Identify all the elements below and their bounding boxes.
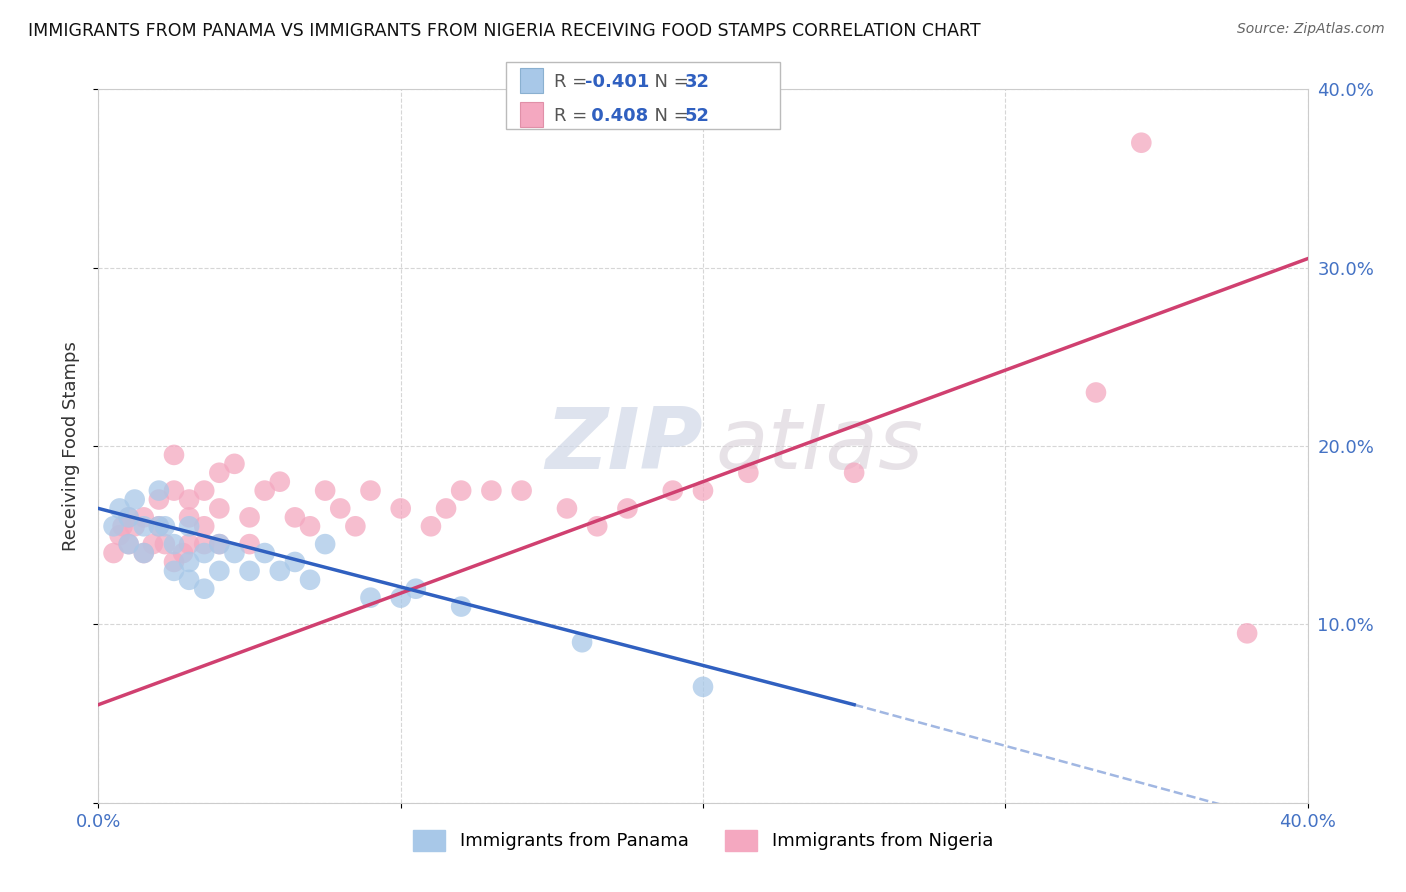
- Text: IMMIGRANTS FROM PANAMA VS IMMIGRANTS FROM NIGERIA RECEIVING FOOD STAMPS CORRELAT: IMMIGRANTS FROM PANAMA VS IMMIGRANTS FRO…: [28, 22, 981, 40]
- Point: [571, 635, 593, 649]
- Point: [108, 501, 131, 516]
- Point: [118, 510, 141, 524]
- Point: [132, 546, 155, 560]
- Point: [118, 537, 141, 551]
- Point: [132, 546, 155, 560]
- Point: [692, 483, 714, 498]
- Point: [208, 537, 231, 551]
- Point: [481, 483, 503, 498]
- Text: N =: N =: [643, 73, 695, 91]
- Point: [163, 555, 186, 569]
- Point: [253, 483, 276, 498]
- Point: [118, 510, 141, 524]
- Point: [208, 501, 231, 516]
- Point: [124, 519, 146, 533]
- Point: [450, 599, 472, 614]
- Point: [103, 546, 125, 560]
- Point: [193, 582, 215, 596]
- Point: [1130, 136, 1153, 150]
- Point: [299, 519, 322, 533]
- Point: [153, 537, 176, 551]
- Point: [269, 475, 291, 489]
- Text: -0.401: -0.401: [585, 73, 650, 91]
- Point: [344, 519, 367, 533]
- Point: [269, 564, 291, 578]
- Point: [148, 519, 170, 533]
- Point: [124, 492, 146, 507]
- Point: [692, 680, 714, 694]
- Point: [208, 537, 231, 551]
- Point: [389, 501, 412, 516]
- Text: 0.408: 0.408: [585, 107, 648, 125]
- Point: [239, 564, 262, 578]
- Point: [329, 501, 352, 516]
- Point: [284, 510, 307, 524]
- Point: [163, 483, 186, 498]
- Point: [179, 519, 201, 533]
- Point: [224, 457, 246, 471]
- Point: [224, 546, 246, 560]
- Point: [193, 483, 215, 498]
- Point: [179, 537, 201, 551]
- Point: [179, 510, 201, 524]
- Point: [163, 564, 186, 578]
- Y-axis label: Receiving Food Stamps: Receiving Food Stamps: [62, 341, 80, 551]
- Point: [132, 519, 155, 533]
- Point: [616, 501, 638, 516]
- Point: [434, 501, 457, 516]
- Point: [111, 519, 134, 533]
- Point: [314, 483, 336, 498]
- Point: [103, 519, 125, 533]
- Point: [193, 519, 215, 533]
- Point: [586, 519, 609, 533]
- Text: atlas: atlas: [716, 404, 924, 488]
- Point: [420, 519, 443, 533]
- Point: [208, 466, 231, 480]
- Point: [118, 537, 141, 551]
- Point: [148, 519, 170, 533]
- Point: [142, 537, 165, 551]
- Point: [163, 537, 186, 551]
- Point: [179, 573, 201, 587]
- Text: R =: R =: [554, 107, 593, 125]
- Point: [239, 510, 262, 524]
- Point: [844, 466, 866, 480]
- Point: [510, 483, 533, 498]
- Point: [1236, 626, 1258, 640]
- Point: [737, 466, 759, 480]
- Point: [193, 546, 215, 560]
- Text: R =: R =: [554, 73, 593, 91]
- Point: [148, 483, 170, 498]
- Text: Source: ZipAtlas.com: Source: ZipAtlas.com: [1237, 22, 1385, 37]
- Point: [314, 537, 336, 551]
- Point: [661, 483, 683, 498]
- Text: 52: 52: [685, 107, 710, 125]
- Text: ZIP: ZIP: [546, 404, 703, 488]
- Point: [284, 555, 307, 569]
- Point: [108, 528, 131, 542]
- Point: [389, 591, 412, 605]
- Point: [1085, 385, 1108, 400]
- Point: [132, 510, 155, 524]
- Point: [193, 537, 215, 551]
- Text: N =: N =: [643, 107, 695, 125]
- Legend: Immigrants from Panama, Immigrants from Nigeria: Immigrants from Panama, Immigrants from …: [406, 822, 1000, 858]
- Point: [179, 492, 201, 507]
- Point: [450, 483, 472, 498]
- Point: [555, 501, 578, 516]
- Text: 32: 32: [685, 73, 710, 91]
- Point: [239, 537, 262, 551]
- Point: [299, 573, 322, 587]
- Point: [153, 519, 176, 533]
- Point: [208, 564, 231, 578]
- Point: [179, 555, 201, 569]
- Point: [405, 582, 427, 596]
- Point: [163, 448, 186, 462]
- Point: [172, 546, 194, 560]
- Point: [360, 591, 382, 605]
- Point: [253, 546, 276, 560]
- Point: [360, 483, 382, 498]
- Point: [148, 492, 170, 507]
